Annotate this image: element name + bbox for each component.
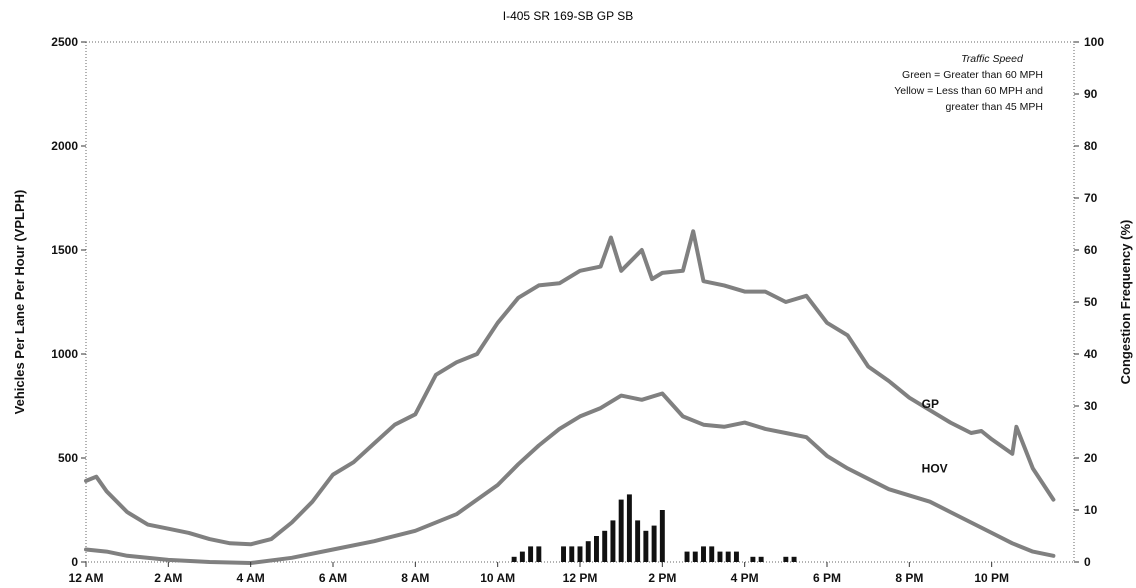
y-axis-left: 0 500 1000 1500 2000 2500 [51, 35, 86, 569]
x-tick-label: 4 PM [731, 571, 759, 585]
congestion-bar [750, 556, 756, 562]
x-tick-label: 12 AM [69, 571, 104, 585]
congestion-bar [758, 556, 764, 562]
legend-title: Traffic Speed [961, 53, 1024, 65]
x-tick-label: 10 AM [480, 571, 515, 585]
x-tick-label: 4 AM [237, 571, 265, 585]
y-tick-label: 2500 [51, 35, 78, 49]
congestion-bar [618, 499, 624, 562]
series-line-gp [84, 229, 1056, 547]
y-tick-label: 500 [58, 451, 78, 465]
congestion-bar [561, 546, 567, 562]
x-tick-label: 6 PM [813, 571, 841, 585]
congestion-bar [610, 520, 616, 562]
y2-tick-label: 40 [1084, 347, 1098, 361]
congestion-bar [725, 551, 731, 562]
congestion-bar [783, 556, 789, 562]
x-tick-label: 6 AM [319, 571, 347, 585]
congestion-bar [733, 551, 739, 562]
congestion-bar [536, 546, 542, 562]
y-tick-label: 0 [71, 555, 78, 569]
congestion-bar [701, 546, 706, 562]
chart-title: I-405 SR 169-SB GP SB [503, 9, 634, 23]
series-annotations: GP HOV [922, 397, 948, 475]
congestion-bar [593, 536, 599, 562]
congestion-bars [511, 494, 797, 562]
legend-line-3: greater than 45 MPH [946, 101, 1043, 113]
congestion-bar [602, 530, 608, 562]
plot-area [85, 41, 1075, 563]
congestion-bar [643, 530, 649, 562]
series-annotation: HOV [922, 462, 948, 476]
congestion-bar [709, 546, 715, 562]
congestion-bar [717, 551, 723, 562]
y2-tick-label: 30 [1084, 399, 1098, 413]
congestion-bar [692, 551, 698, 562]
y-tick-label: 1000 [51, 347, 78, 361]
y-tick-label: 2000 [51, 139, 78, 153]
y2-tick-label: 80 [1084, 139, 1098, 153]
y-axis-label: Vehicles Per Lane Per Hour (VPLPH) [12, 190, 27, 415]
y2-tick-label: 70 [1084, 191, 1098, 205]
congestion-bar [528, 546, 534, 562]
congestion-bar [651, 525, 657, 562]
series-lines [84, 229, 1056, 565]
y2-tick-label: 0 [1084, 555, 1091, 569]
y2-tick-label: 100 [1084, 35, 1104, 49]
y-tick-label: 1500 [51, 243, 78, 257]
congestion-bar [626, 494, 632, 562]
congestion-bar [659, 510, 665, 562]
congestion-bar [635, 520, 641, 562]
y-axis-right: 0 10 20 30 40 50 60 70 80 90 100 [1074, 35, 1104, 569]
congestion-bar [684, 551, 690, 562]
congestion-bar [577, 546, 583, 562]
x-axis: 12 AM 2 AM 4 AM 6 AM 8 AM 10 AM 12 PM 2 PM 4 PM 6… [69, 562, 1009, 585]
y2-tick-label: 20 [1084, 451, 1098, 465]
series-line-hov [84, 391, 1056, 565]
congestion-bar [791, 556, 797, 562]
x-tick-label: 2 PM [648, 571, 676, 585]
x-tick-label: 8 PM [895, 571, 923, 585]
y2-axis-label: Congestion Frequency (%) [1118, 220, 1133, 385]
congestion-bar [569, 546, 575, 562]
congestion-bar [511, 556, 517, 562]
y2-tick-label: 50 [1084, 295, 1098, 309]
legend-line-2: Yellow = Less than 60 MPH and [894, 85, 1043, 97]
congestion-bar [585, 541, 591, 562]
x-tick-label: 8 AM [401, 571, 429, 585]
y2-tick-label: 10 [1084, 503, 1098, 517]
y2-tick-label: 90 [1084, 87, 1098, 101]
x-tick-label: 2 AM [154, 571, 182, 585]
congestion-bar [519, 551, 525, 562]
legend-line-1: Green = Greater than 60 MPH [902, 69, 1043, 81]
x-tick-label: 10 PM [974, 571, 1009, 585]
x-tick-label: 12 PM [563, 571, 598, 585]
legend: Traffic Speed Green = Greater than 60 MP… [894, 53, 1043, 113]
series-annotation: GP [922, 397, 939, 411]
y2-tick-label: 60 [1084, 243, 1098, 257]
